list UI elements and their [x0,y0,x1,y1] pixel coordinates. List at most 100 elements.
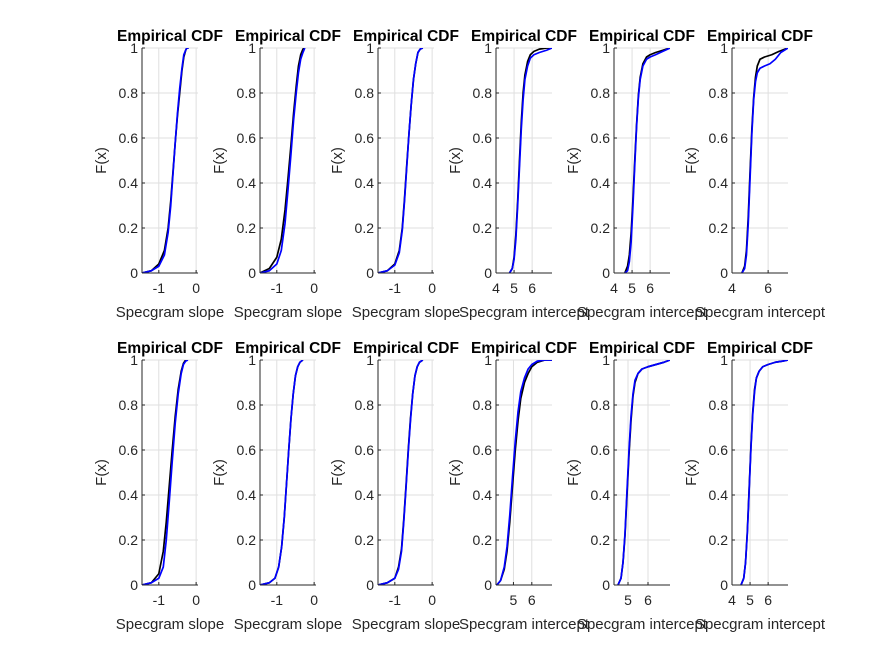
panel-title: Empirical CDF [707,28,813,45]
plot-area [732,360,788,585]
panel-title: Empirical CDF [117,28,223,45]
y-tick-label: 0.4 [237,487,257,503]
x-axis-label: Specgram slope [116,616,224,633]
y-tick-label: 0.8 [473,85,493,101]
y-axis-label: F(x) [565,459,582,486]
x-tick-label: 0 [310,280,318,296]
y-tick-label: 0 [130,265,138,281]
x-tick-label: -1 [153,592,166,608]
y-tick-label: 0.4 [119,175,139,191]
cdf-series-line [260,360,304,585]
x-tick-label: 6 [528,592,536,608]
x-tick-label: 5 [624,592,632,608]
y-tick-label: 0.4 [237,175,257,191]
y-tick-label: 0 [248,265,256,281]
y-tick-label: 0 [366,265,374,281]
y-axis-label: F(x) [93,459,110,486]
x-tick-label: 5 [628,280,636,296]
x-tick-label: -1 [389,592,402,608]
y-tick-label: 0.2 [119,532,139,548]
y-tick-label: 0 [720,577,728,593]
x-tick-label: -1 [389,280,402,296]
y-tick-label: 0.2 [473,532,493,548]
y-tick-label: 0.6 [119,130,139,146]
y-tick-label: 0 [366,577,374,593]
y-tick-label: 0 [130,577,138,593]
x-axis-label: Specgram intercept [577,304,708,321]
cdf-series-line [508,48,552,273]
x-tick-label: 6 [764,592,772,608]
cdf-series-line [617,360,670,585]
cdf-series-line [142,360,189,585]
x-axis-label: Specgram slope [352,616,460,633]
y-tick-label: 0.6 [355,130,375,146]
y-tick-label: 0 [484,265,492,281]
x-axis-label: Specgram slope [352,304,460,321]
y-tick-label: 1 [720,352,728,368]
x-tick-label: 5 [510,592,518,608]
x-tick-label: 4 [728,280,736,296]
x-tick-label: 4 [728,592,736,608]
x-tick-label: 0 [428,592,436,608]
y-tick-label: 0.2 [591,220,611,236]
plot-area [614,48,670,273]
plot-area [496,360,552,585]
x-axis-label: Specgram intercept [695,304,826,321]
y-tick-label: 1 [248,352,256,368]
y-tick-label: 0.2 [237,532,257,548]
x-tick-label: 5 [510,280,518,296]
y-tick-label: 0.4 [355,175,375,191]
cdf-series-line [624,48,670,273]
y-axis-label: F(x) [93,147,110,174]
plot-area [614,360,670,585]
y-axis-label: F(x) [683,147,700,174]
panel-title: Empirical CDF [471,340,577,357]
panel-title: Empirical CDF [589,28,695,45]
x-axis-label: Specgram intercept [577,616,708,633]
x-tick-label: -1 [271,280,284,296]
x-tick-label: 0 [192,592,200,608]
y-tick-label: 1 [602,352,610,368]
y-tick-label: 0.2 [709,532,729,548]
y-tick-label: 1 [484,352,492,368]
y-tick-label: 0.8 [355,85,375,101]
y-tick-label: 0.8 [473,397,493,413]
y-tick-label: 0.6 [237,442,257,458]
x-axis-label: Specgram slope [234,616,342,633]
x-axis-label: Specgram slope [116,304,224,321]
panel-title: Empirical CDF [353,340,459,357]
y-tick-label: 0.2 [709,220,729,236]
y-tick-label: 0.6 [709,130,729,146]
cdf-series-line [378,48,424,273]
x-tick-label: 6 [528,280,536,296]
y-axis-label: F(x) [329,459,346,486]
plot-area [378,48,434,273]
y-axis-label: F(x) [211,147,228,174]
x-axis-label: Specgram intercept [695,616,826,633]
y-axis-label: F(x) [447,147,464,174]
y-tick-label: 0.6 [709,442,729,458]
cdf-series-line [741,48,788,273]
y-tick-label: 0.6 [473,442,493,458]
y-tick-label: 0.6 [119,442,139,458]
plot-area [142,48,198,273]
y-tick-label: 0.8 [119,397,139,413]
x-tick-label: -1 [271,592,284,608]
y-tick-label: 0 [484,577,492,593]
y-tick-label: 0.4 [591,487,611,503]
y-tick-label: 0.4 [709,175,729,191]
cdf-series-line [142,48,189,273]
y-tick-label: 0.8 [591,85,611,101]
panel-title: Empirical CDF [353,28,459,45]
cdf-series-line [496,360,552,585]
panel-title: Empirical CDF [235,28,341,45]
y-tick-label: 0.4 [591,175,611,191]
